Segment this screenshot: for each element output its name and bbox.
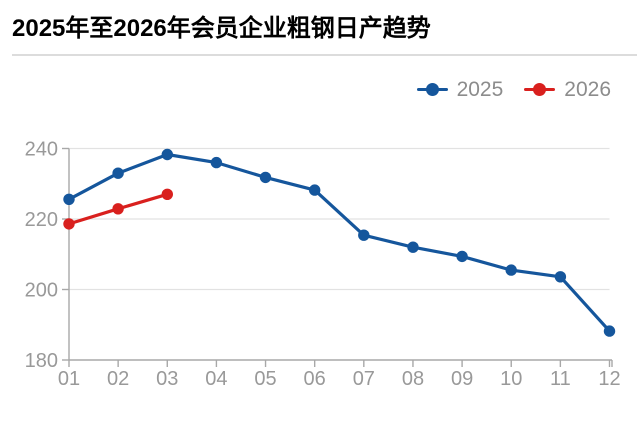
x-axis-label-06: 06 <box>304 368 326 390</box>
y-axis-label-200: 200 <box>25 280 58 302</box>
data-point-2025-06[interactable] <box>309 184 321 196</box>
data-point-2025-09[interactable] <box>456 250 468 263</box>
x-axis-label-08: 08 <box>402 368 424 390</box>
legend-dot-2025 <box>425 83 439 96</box>
series-line-2025 <box>68 152 611 333</box>
x-axis-label-09: 09 <box>451 368 473 390</box>
x-axis-label-03: 03 <box>156 368 178 390</box>
legend-item-2026[interactable]: 2026 <box>524 79 611 100</box>
x-axis-label-05: 05 <box>254 368 276 390</box>
data-point-2025-07[interactable] <box>358 229 370 241</box>
x-axis-label-01: 01 <box>58 368 80 390</box>
data-point-2025-11[interactable] <box>554 271 567 283</box>
legend-dot-2026 <box>533 83 547 96</box>
legend-item-2025[interactable]: 2025 <box>416 78 504 101</box>
data-point-2026-03[interactable] <box>161 188 173 200</box>
x-axis-label-02: 02 <box>107 368 129 390</box>
data-point-2025-12[interactable] <box>603 325 616 337</box>
legend-marker-2026-icon <box>524 83 556 96</box>
data-point-2025-03[interactable] <box>161 148 173 161</box>
x-axis-label-07: 07 <box>353 368 375 390</box>
x-axis-label-10: 10 <box>500 368 522 390</box>
chart-legend: 2025 2026 <box>416 78 611 101</box>
title-divider <box>12 54 637 56</box>
data-point-2025-08[interactable] <box>407 241 419 253</box>
data-point-2025-02[interactable] <box>112 167 124 179</box>
y-axis-label-240: 240 <box>25 139 58 161</box>
data-point-2026-01[interactable] <box>63 218 75 230</box>
data-point-2025-04[interactable] <box>210 156 223 169</box>
x-axis-label-04: 04 <box>205 368 227 390</box>
data-point-2026-02[interactable] <box>112 203 124 215</box>
y-axis-label-220: 220 <box>25 209 58 231</box>
data-point-2025-01[interactable] <box>63 193 75 205</box>
x-axis-label-12: 12 <box>598 368 620 390</box>
chart-title: 2025年至2026年会员企业粗钢日产趋势 <box>12 15 431 42</box>
data-point-2025-10[interactable] <box>505 264 517 276</box>
y-axis-label-180: 180 <box>25 350 58 372</box>
legend-marker-2025-icon <box>416 83 448 96</box>
data-point-2025-05[interactable] <box>259 171 272 184</box>
legend-label-2025: 2025 <box>456 78 504 101</box>
x-axis-label-11: 11 <box>550 368 571 390</box>
legend-label-2026: 2026 <box>564 78 611 101</box>
